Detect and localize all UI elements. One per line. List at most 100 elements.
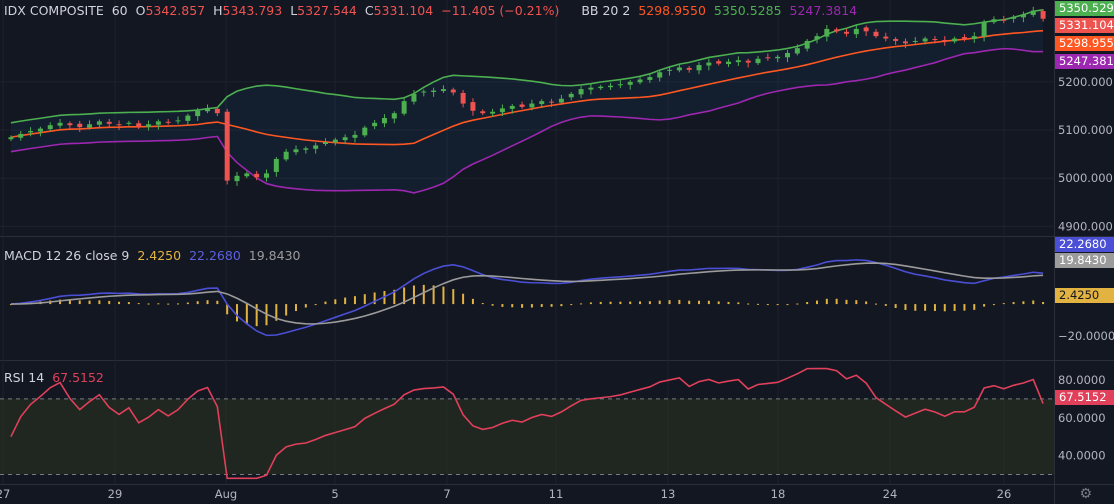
macd-histogram-bar	[766, 304, 769, 306]
macd-histogram-bar	[580, 303, 583, 305]
rsi-line	[10, 367, 1044, 480]
candle-body	[558, 98, 564, 103]
macd-histogram-bar	[609, 301, 612, 305]
macd-histogram-bar	[481, 303, 484, 305]
candle-body	[28, 131, 34, 133]
macd-label[interactable]: MACD 12 26 close 9	[4, 248, 130, 263]
candle-body	[696, 65, 702, 71]
pane-divider	[0, 360, 1114, 361]
macd-histogram-bar	[412, 285, 415, 305]
macd-histogram-bar	[236, 304, 239, 322]
macd-histogram-bar	[137, 303, 140, 305]
rsi-legend: RSI 14 67.5152	[4, 370, 104, 385]
candle-body	[322, 142, 328, 145]
candle-body	[814, 36, 820, 40]
macd-histogram-bar	[717, 301, 720, 305]
symbol-name[interactable]: IDX COMPOSITE	[4, 3, 104, 18]
macd-histogram-bar	[924, 304, 927, 311]
macd-histogram-bar	[1032, 300, 1035, 305]
macd-histogram-bar	[894, 304, 897, 308]
rsi-tick-label: 40.0000	[1058, 449, 1106, 463]
high-value: 5343.793	[222, 3, 283, 18]
time-axis-divider	[0, 484, 1114, 485]
candle-body	[637, 79, 643, 83]
candle-body	[912, 40, 918, 42]
macd-histogram-bar	[167, 303, 170, 305]
candle-body	[96, 121, 102, 125]
macd-histogram-bar	[108, 300, 111, 305]
macd-histogram-bar	[737, 302, 740, 305]
macd-histogram-bar	[963, 304, 966, 311]
candle-body	[598, 86, 604, 89]
macd-histogram-bar	[668, 300, 671, 305]
candle-body	[224, 111, 230, 181]
macd-histogram-bar	[707, 300, 710, 305]
bb-label[interactable]: BB 20 2	[581, 3, 631, 18]
macd-histogram-bar	[727, 301, 730, 305]
macd-histogram-bar	[393, 289, 396, 305]
rsi-tag: 67.5152	[1055, 390, 1114, 405]
macd-histogram-bar	[226, 304, 229, 315]
candle-body	[460, 92, 466, 104]
macd-histogram-bar	[147, 303, 150, 305]
time-tick-label: Aug	[215, 487, 237, 501]
candle-body	[195, 110, 201, 117]
candle-body	[381, 118, 387, 124]
close-value: 5331.104	[373, 3, 434, 18]
candle-body	[470, 102, 476, 111]
macd-histogram-bar	[874, 303, 877, 305]
candle-body	[676, 67, 682, 71]
macd-histogram-bar	[983, 304, 986, 307]
candle-body	[932, 39, 938, 41]
candle-body	[450, 89, 456, 93]
interval-label[interactable]: 60	[111, 3, 128, 18]
candle-body	[667, 69, 673, 71]
rsi-value: 67.5152	[52, 370, 104, 385]
candle-body	[991, 19, 997, 23]
candle-body	[1001, 19, 1007, 21]
macd-histogram-bar	[776, 304, 779, 306]
candle-body	[254, 173, 260, 178]
macd-histogram-bar	[629, 301, 632, 305]
macd-histogram-bar	[786, 304, 789, 306]
macd-histogram-bar	[835, 298, 838, 305]
macd-histogram-bar	[992, 304, 995, 306]
candle-body	[549, 101, 555, 103]
price-axis-divider	[1054, 0, 1055, 504]
close-label: C	[364, 3, 374, 18]
macd-histogram-bar	[157, 303, 160, 305]
rsi-label[interactable]: RSI 14	[4, 370, 45, 385]
price-tick-label: 5200.000	[1058, 75, 1113, 89]
candle-body	[686, 67, 692, 70]
time-tick-label: 27	[0, 487, 10, 501]
candle-body	[155, 121, 161, 125]
candle-body	[902, 41, 908, 44]
macd-histogram-bar	[540, 304, 543, 307]
bb-upper-line	[10, 9, 1044, 124]
candle-body	[411, 93, 417, 102]
macd-histogram-bar	[530, 304, 533, 308]
macd-histogram-bar	[88, 300, 91, 305]
macd-histogram-bar	[521, 304, 524, 308]
candle-body	[627, 81, 633, 85]
candle-body	[342, 137, 348, 141]
macd-histogram-bar	[678, 299, 681, 305]
candle-body	[264, 173, 269, 178]
candle-body	[834, 29, 840, 32]
bb-upper-value: 5350.5285	[713, 3, 782, 18]
candle-body	[893, 39, 899, 41]
candle-body	[883, 36, 889, 39]
macd-histogram-bar	[1002, 303, 1005, 305]
macd-histogram-bar	[560, 304, 563, 307]
open-label: O	[135, 3, 146, 18]
candle-body	[922, 38, 928, 42]
candle-body	[961, 37, 967, 39]
candle-body	[372, 122, 378, 127]
macd-histogram-bar	[403, 287, 406, 305]
candle-body	[539, 101, 545, 105]
candle-body	[804, 40, 810, 49]
candle-body	[608, 85, 614, 88]
macd-histogram-bar	[68, 299, 71, 305]
settings-gear-icon[interactable]: ⚙	[1079, 486, 1092, 502]
